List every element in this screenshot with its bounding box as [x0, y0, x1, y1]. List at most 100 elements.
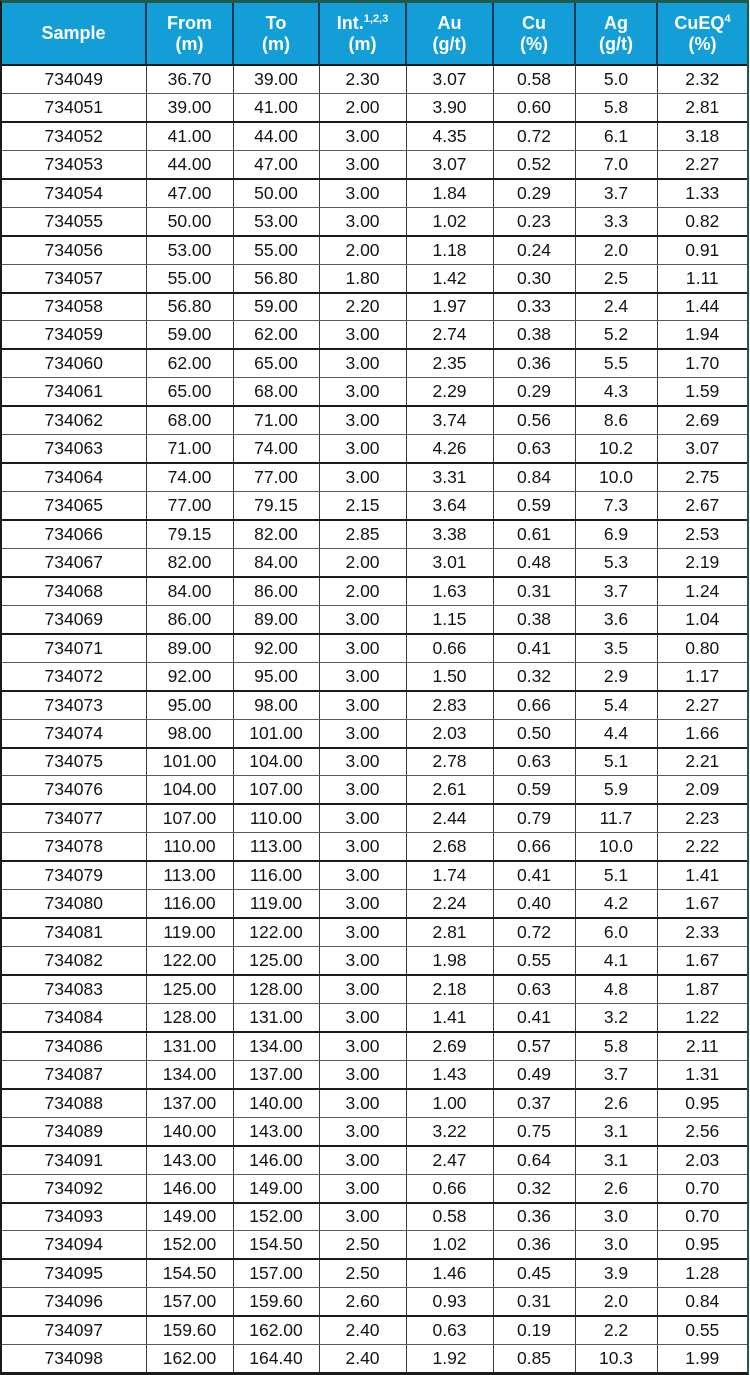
cell-cueq-pct: 1.28: [656, 1259, 747, 1289]
cell-int-m: 2.40: [318, 1316, 406, 1346]
cell-cueq-pct: 1.11: [656, 264, 747, 294]
cell-from-m: 143.00: [145, 1145, 233, 1175]
cell-from-m: 128.00: [145, 1003, 233, 1033]
cell-cueq-pct: 3.18: [656, 121, 747, 151]
cell-cu-pct: 0.75: [492, 1117, 575, 1147]
cell-cu-pct: 0.24: [492, 235, 575, 265]
cell-cueq-pct: 1.24: [656, 576, 747, 606]
table-row: 734052 41.00 44.00 3.00 4.35 0.72 6.1 3.18: [2, 121, 747, 151]
table-row: 734080 116.00 119.00 3.00 2.24 0.40 4.2 1.67: [2, 889, 747, 920]
cell-au-gpt: 2.68: [405, 832, 493, 863]
cell-cu-pct: 0.60: [492, 93, 575, 123]
cell-to-m: 134.00: [232, 1031, 319, 1061]
cell-int-m: 3.00: [318, 605, 406, 635]
cell-cueq-pct: 1.33: [656, 178, 747, 208]
cell-to-m: 110.00: [232, 804, 319, 834]
cell-cu-pct: 0.36: [492, 349, 575, 379]
cell-from-m: 152.00: [145, 1230, 233, 1261]
cell-au-gpt: 1.63: [405, 576, 493, 606]
cell-int-m: 3.00: [318, 1202, 406, 1232]
cell-to-m: 82.00: [232, 520, 319, 549]
cell-cueq-pct: 2.81: [656, 93, 747, 123]
column-header-ag-gpt: Ag (g/t): [574, 3, 657, 66]
cell-ag-gpt: 10.2: [574, 434, 657, 465]
cell-sample: 734092: [2, 1174, 146, 1204]
cell-sample: 734080: [2, 889, 146, 920]
cell-to-m: 107.00: [232, 775, 319, 806]
cell-cu-pct: 0.48: [492, 548, 575, 578]
column-unit: (%): [688, 33, 717, 54]
cell-ag-gpt: 6.1: [574, 121, 657, 151]
cell-cueq-pct: 1.99: [656, 1344, 747, 1372]
cell-cueq-pct: 0.95: [656, 1088, 747, 1118]
cell-sample: 734084: [2, 1003, 146, 1033]
cell-au-gpt: 1.50: [405, 662, 493, 692]
cell-cu-pct: 0.59: [492, 775, 575, 806]
cell-cu-pct: 0.63: [492, 434, 575, 465]
cell-ag-gpt: 2.0: [574, 1287, 657, 1318]
assay-results-table: Sample From (m) To (m) Int.1,2,3 (m) Au (g/t) Cu(…: [2, 3, 747, 1372]
cell-sample: 734093: [2, 1202, 146, 1232]
table-row: 734086 131.00 134.00 3.00 2.69 0.57 5.8 2.11: [2, 1031, 747, 1061]
cell-cueq-pct: 0.55: [656, 1316, 747, 1346]
cell-sample: 734097: [2, 1316, 146, 1346]
cell-sample: 734061: [2, 377, 146, 408]
cell-au-gpt: 3.38: [405, 520, 493, 549]
cell-int-m: 3.00: [318, 633, 406, 663]
cell-to-m: 89.00: [232, 605, 319, 635]
cell-au-gpt: 0.66: [405, 633, 493, 663]
cell-cueq-pct: 1.44: [656, 292, 747, 322]
cell-int-m: 3.00: [318, 463, 406, 493]
cell-sample: 734052: [2, 121, 146, 151]
cell-from-m: 104.00: [145, 775, 233, 806]
cell-int-m: 3.00: [318, 690, 406, 720]
cell-au-gpt: 2.18: [405, 975, 493, 1004]
cell-int-m: 2.15: [318, 491, 406, 522]
table-row: 734084 128.00 131.00 3.00 1.41 0.41 3.2 1.22: [2, 1003, 747, 1033]
cell-au-gpt: 2.69: [405, 1031, 493, 1061]
cell-cu-pct: 0.40: [492, 889, 575, 920]
cell-ag-gpt: 2.0: [574, 235, 657, 265]
cell-to-m: 44.00: [232, 121, 319, 151]
table-row: 734062 68.00 71.00 3.00 3.74 0.56 8.6 2.69: [2, 406, 747, 436]
cell-ag-gpt: 3.1: [574, 1145, 657, 1175]
cell-sample: 734076: [2, 775, 146, 806]
cell-int-m: 3.00: [318, 832, 406, 863]
cell-to-m: 131.00: [232, 1003, 319, 1033]
cell-sample: 734096: [2, 1287, 146, 1318]
table-row: 734089 140.00 143.00 3.00 3.22 0.75 3.1 2.56: [2, 1117, 747, 1147]
cell-int-m: 2.00: [318, 235, 406, 265]
cell-au-gpt: 2.61: [405, 775, 493, 806]
cell-ag-gpt: 5.1: [574, 861, 657, 891]
cell-cueq-pct: 2.21: [656, 747, 747, 777]
cell-cueq-pct: 1.17: [656, 662, 747, 692]
cell-cueq-pct: 0.82: [656, 207, 747, 237]
column-header-to-m: To (m): [232, 3, 319, 66]
cell-ag-gpt: 3.1: [574, 1117, 657, 1147]
cell-cueq-pct: 2.09: [656, 775, 747, 806]
table-header-row: Sample From (m) To (m) Int.1,2,3 (m) Au (g/t) Cu(…: [2, 3, 747, 66]
cell-ag-gpt: 5.0: [574, 65, 657, 94]
cell-sample: 734077: [2, 804, 146, 834]
cell-to-m: 98.00: [232, 690, 319, 720]
cell-sample: 734095: [2, 1259, 146, 1289]
cell-int-m: 3.00: [318, 178, 406, 208]
cell-sample: 734089: [2, 1117, 146, 1147]
cell-to-m: 86.00: [232, 576, 319, 606]
cell-sample: 734049: [2, 65, 146, 94]
cell-to-m: 157.00: [232, 1259, 319, 1289]
cell-cueq-pct: 0.91: [656, 235, 747, 265]
cell-ag-gpt: 10.0: [574, 463, 657, 493]
cell-sample: 734073: [2, 690, 146, 720]
table-row: 734061 65.00 68.00 3.00 2.29 0.29 4.3 1.59: [2, 377, 747, 408]
cell-ag-gpt: 4.3: [574, 377, 657, 408]
cell-cu-pct: 0.36: [492, 1202, 575, 1232]
cell-cu-pct: 0.32: [492, 1174, 575, 1204]
cell-int-m: 3.00: [318, 1003, 406, 1033]
cell-from-m: 110.00: [145, 832, 233, 863]
cell-cu-pct: 0.37: [492, 1088, 575, 1118]
cell-from-m: 140.00: [145, 1117, 233, 1147]
table-header: Sample From (m) To (m) Int.1,2,3 (m) Au (g/t) Cu(…: [2, 3, 747, 66]
cell-int-m: 3.00: [318, 121, 406, 151]
cell-ag-gpt: 4.8: [574, 975, 657, 1004]
